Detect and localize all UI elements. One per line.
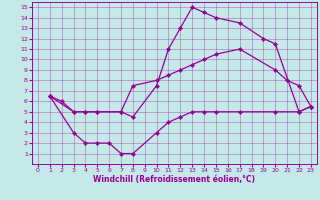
X-axis label: Windchill (Refroidissement éolien,°C): Windchill (Refroidissement éolien,°C) — [93, 175, 255, 184]
